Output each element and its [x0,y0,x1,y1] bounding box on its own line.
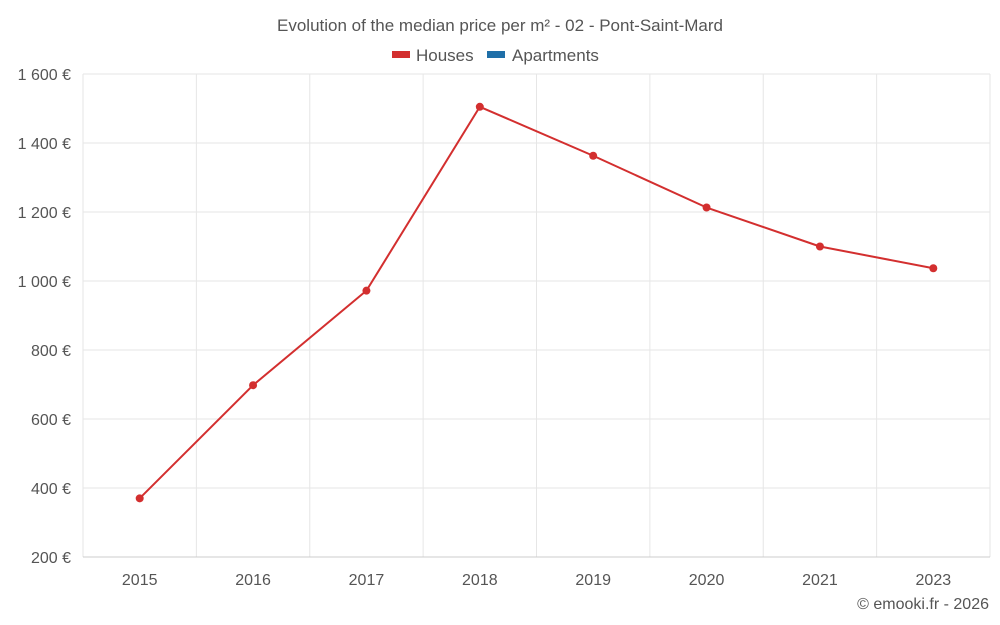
data-point-houses[interactable] [249,381,258,390]
x-tick-label: 2015 [122,572,158,589]
chart-title: Evolution of the median price per m² - 0… [277,16,723,35]
y-tick-label: 1 000 € [18,274,71,291]
legend-item-apartments[interactable]: Apartments [487,46,599,65]
data-point-houses[interactable] [702,203,711,212]
data-point-houses[interactable] [929,264,938,273]
y-tick-label: 1 400 € [18,136,71,153]
x-tick-label: 2016 [235,572,271,589]
x-tick-label: 2017 [349,572,385,589]
series-houses [135,102,938,503]
y-axis: 200 € 400 € 600 € 800 € 1 000 € 1 200 € 1 400 … [18,67,71,567]
x-tick-label: 2023 [916,572,952,589]
x-tick-label: 2020 [689,572,725,589]
y-tick-label: 200 € [31,550,71,567]
y-tick-label: 1 200 € [18,205,71,222]
legend-label-apartments: Apartments [512,46,599,65]
y-tick-label: 600 € [31,412,71,429]
legend: Houses Apartments [392,46,599,65]
legend-swatch-houses [392,51,410,58]
credit-text: © emooki.fr - 2026 [857,596,989,613]
data-point-houses[interactable] [362,286,371,295]
data-point-houses[interactable] [135,494,144,503]
legend-item-houses[interactable]: Houses [392,46,474,65]
legend-swatch-apartments [487,51,505,58]
data-point-houses[interactable] [815,242,824,251]
y-tick-label: 800 € [31,343,71,360]
y-tick-label: 400 € [31,481,71,498]
gridlines [82,73,991,557]
x-axis: 2015 2016 2017 2018 2019 2020 2021 2023 [83,556,990,589]
data-point-houses[interactable] [475,102,484,111]
x-tick-label: 2021 [802,572,838,589]
y-tick-label: 1 600 € [18,67,71,84]
x-tick-label: 2018 [462,572,498,589]
series-line-houses [138,105,934,500]
x-tick-label: 2019 [575,572,611,589]
data-point-houses[interactable] [589,151,598,160]
legend-label-houses: Houses [416,46,474,65]
